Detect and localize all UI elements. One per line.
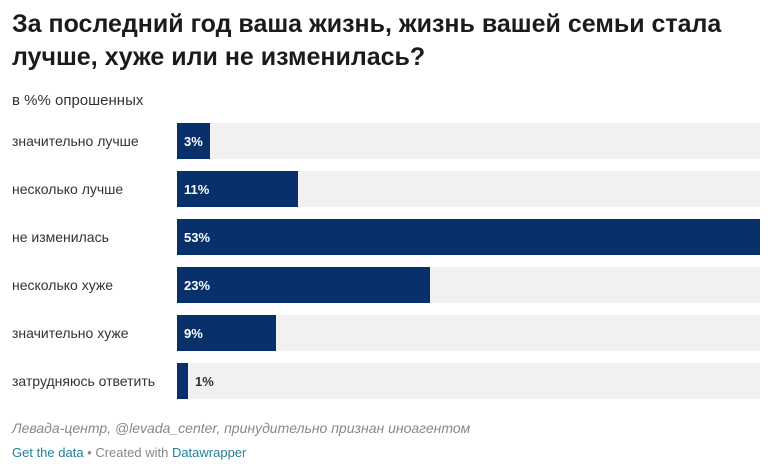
bar-row: значительно лучше 3%	[12, 123, 760, 159]
value-label: 1%	[195, 374, 214, 389]
source-note: Левада-центр, @levada_center, принудител…	[12, 420, 471, 436]
bar-track	[177, 363, 760, 399]
category-label: несколько лучше	[12, 181, 123, 197]
bar	[177, 267, 430, 303]
value-label: 3%	[184, 134, 203, 149]
category-label: несколько хуже	[12, 277, 113, 293]
bar	[177, 123, 210, 159]
category-label: не изменилась	[12, 229, 109, 245]
category-label: затрудняюсь ответить	[12, 373, 155, 389]
bar	[177, 315, 276, 351]
bar-row: затрудняюсь ответить 1%	[12, 363, 760, 399]
value-label: 11%	[184, 182, 210, 197]
value-label: 53%	[184, 230, 210, 245]
footer-separator: • Created with	[83, 445, 172, 460]
bar-track	[177, 123, 760, 159]
value-label: 23%	[184, 278, 210, 293]
datawrapper-link[interactable]: Datawrapper	[171, 445, 247, 460]
bar	[177, 171, 298, 207]
bar-row: несколько хуже 23%	[12, 267, 760, 303]
bar-row: не изменилась 53%	[12, 219, 760, 255]
bar	[177, 363, 188, 399]
bar	[177, 219, 760, 255]
chart-subtitle: в %% опрошенных	[12, 92, 144, 109]
category-label: значительно лучше	[12, 133, 139, 149]
footer-links: Get the data • Created with Datawrapper	[12, 445, 246, 460]
value-label: 9%	[184, 326, 203, 341]
bar-chart: значительно лучше 3% несколько лучше 11% не …	[12, 123, 760, 399]
category-label: значительно хуже	[12, 325, 129, 341]
bar-row: несколько лучше 11%	[12, 171, 760, 207]
bar-row: значительно хуже 9%	[12, 315, 760, 351]
get-data-link[interactable]: Get the data	[12, 445, 84, 460]
chart-title: За последний год ваша жизнь, жизнь вашей…	[12, 10, 722, 71]
